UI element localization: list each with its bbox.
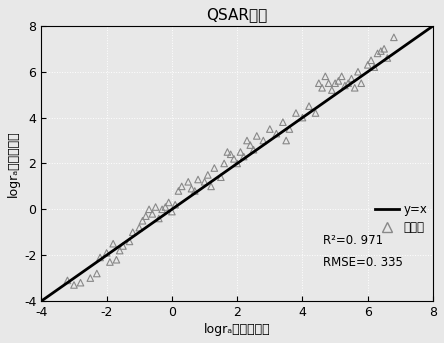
Point — [328, 87, 335, 93]
Point — [107, 259, 114, 265]
Point — [178, 184, 185, 189]
Point — [279, 119, 286, 125]
Point — [234, 161, 241, 166]
Point — [175, 188, 182, 194]
Point — [338, 74, 345, 79]
Point — [191, 188, 198, 194]
Point — [194, 177, 202, 182]
Point — [96, 255, 103, 260]
Point — [172, 202, 179, 208]
Point — [299, 115, 306, 120]
Point — [368, 58, 375, 63]
Point — [322, 74, 329, 79]
Point — [293, 110, 300, 116]
Point — [119, 243, 127, 249]
Point — [273, 131, 280, 137]
Point — [87, 275, 94, 281]
Point — [207, 184, 214, 189]
Point — [146, 206, 153, 212]
Point — [64, 277, 71, 283]
Point — [260, 138, 267, 143]
Point — [253, 133, 260, 139]
Point — [358, 81, 365, 86]
Point — [142, 213, 149, 219]
Point — [351, 85, 358, 91]
Point — [116, 248, 123, 253]
Point — [152, 204, 159, 210]
Point — [224, 149, 231, 155]
Point — [217, 175, 224, 180]
Point — [371, 64, 378, 70]
Point — [243, 138, 250, 143]
Point — [283, 138, 290, 143]
Legend: y=x, 训练集: y=x, 训练集 — [375, 203, 427, 234]
Point — [155, 216, 163, 221]
Point — [165, 200, 172, 205]
Point — [315, 81, 322, 86]
Point — [93, 271, 100, 276]
Point — [136, 225, 143, 230]
Point — [149, 211, 156, 217]
Point — [211, 165, 218, 171]
Text: RMSE=0. 335: RMSE=0. 335 — [323, 256, 403, 269]
Point — [332, 81, 339, 86]
Point — [71, 282, 78, 288]
Point — [201, 179, 208, 185]
X-axis label: logrₐ（实测值）: logrₐ（实测值） — [204, 323, 270, 336]
Point — [113, 257, 120, 262]
Point — [185, 179, 192, 185]
Point — [377, 48, 385, 54]
Point — [230, 156, 238, 162]
Point — [335, 78, 342, 84]
Point — [374, 51, 381, 56]
Point — [162, 204, 169, 210]
Point — [126, 239, 133, 244]
Point — [227, 152, 234, 157]
Text: R²=0. 971: R²=0. 971 — [323, 234, 384, 247]
Point — [237, 149, 244, 155]
Title: QSAR模型: QSAR模型 — [206, 7, 268, 22]
Point — [204, 172, 211, 178]
Point — [345, 81, 352, 86]
Point — [384, 55, 391, 61]
Point — [77, 280, 84, 285]
Point — [103, 250, 110, 256]
Point — [381, 46, 388, 51]
Point — [312, 110, 319, 116]
Y-axis label: logrₐ（预测值）: logrₐ（预测值） — [7, 130, 20, 197]
Point — [390, 35, 397, 40]
Point — [188, 186, 195, 191]
Point — [250, 147, 257, 152]
Point — [168, 209, 175, 214]
Point — [159, 206, 166, 212]
Point — [325, 81, 332, 86]
Point — [240, 154, 247, 159]
Point — [221, 161, 228, 166]
Point — [266, 126, 274, 132]
Point — [110, 241, 117, 247]
Point — [286, 126, 293, 132]
Point — [139, 218, 146, 224]
Point — [354, 69, 361, 74]
Point — [341, 83, 349, 88]
Point — [247, 142, 254, 148]
Point — [305, 103, 313, 109]
Point — [129, 229, 136, 235]
Point — [348, 76, 355, 81]
Point — [364, 62, 371, 68]
Point — [318, 85, 325, 91]
